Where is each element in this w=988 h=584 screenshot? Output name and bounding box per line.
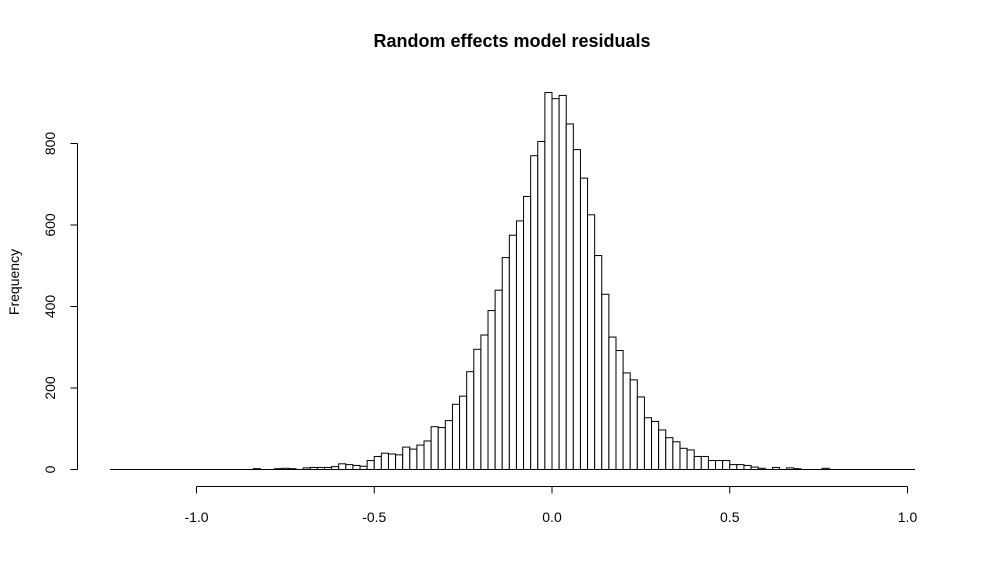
histogram-bar bbox=[444, 420, 453, 471]
histogram-bar bbox=[615, 350, 624, 471]
histogram-bar bbox=[416, 444, 425, 470]
histogram-bar bbox=[338, 463, 347, 471]
y-tick-label: 400 bbox=[42, 295, 58, 319]
histogram-bar bbox=[437, 427, 446, 470]
histogram-bar bbox=[473, 348, 482, 471]
histogram-bar bbox=[423, 440, 432, 471]
histogram-bar bbox=[480, 334, 489, 470]
histogram-bar bbox=[380, 452, 389, 471]
histogram-bar bbox=[466, 371, 475, 471]
histogram-bar bbox=[707, 460, 717, 471]
y-tick-label: 600 bbox=[42, 213, 58, 237]
histogram-bar bbox=[686, 449, 695, 471]
histogram-bar bbox=[672, 441, 681, 471]
histogram-bar bbox=[636, 396, 645, 470]
histogram-bar bbox=[551, 98, 560, 471]
histogram-bars bbox=[252, 92, 830, 471]
histogram-bar bbox=[402, 446, 411, 470]
histogram-bar bbox=[665, 437, 674, 471]
histogram-bar bbox=[679, 447, 688, 470]
histogram-bar bbox=[722, 460, 731, 471]
histogram-bar bbox=[345, 464, 354, 470]
histogram-bar bbox=[451, 403, 461, 470]
histogram-bar bbox=[537, 140, 546, 471]
x-tick-label: 1.0 bbox=[898, 509, 918, 525]
histogram-bar bbox=[515, 220, 525, 470]
x-axis: -1.0 -0.5 0.0 0.5 1.0 bbox=[184, 486, 918, 525]
histogram-bar bbox=[544, 92, 553, 470]
y-tick-label: 200 bbox=[42, 376, 58, 400]
histogram-bar bbox=[629, 379, 638, 471]
histogram-bar bbox=[715, 460, 724, 471]
histogram-bar bbox=[579, 177, 589, 470]
histogram-bar bbox=[572, 149, 581, 471]
histogram-bar bbox=[395, 454, 404, 470]
histogram-bar bbox=[558, 94, 567, 470]
histogram-bar bbox=[587, 214, 596, 470]
histogram-bar bbox=[530, 155, 539, 470]
x-tick-label: -0.5 bbox=[362, 509, 386, 525]
histogram-bar bbox=[601, 293, 610, 470]
histogram-bar bbox=[622, 372, 631, 471]
histogram-bar bbox=[387, 453, 397, 470]
histogram-bar bbox=[594, 255, 603, 470]
y-axis: 0 200 400 600 800 bbox=[42, 132, 78, 473]
x-tick-label: 0.5 bbox=[720, 509, 740, 525]
histogram-bar bbox=[494, 289, 503, 471]
histogram-bar bbox=[523, 195, 532, 470]
histogram-bar bbox=[501, 257, 510, 470]
chart-title: Random effects model residuals bbox=[373, 31, 650, 51]
histogram-bar bbox=[736, 464, 745, 470]
histogram-bar bbox=[608, 336, 617, 470]
histogram-bar bbox=[658, 429, 667, 470]
histogram-bar bbox=[487, 310, 496, 470]
histogram-bar bbox=[373, 455, 382, 470]
histogram-bar bbox=[409, 448, 418, 471]
y-tick-label: 800 bbox=[42, 132, 58, 156]
histogram-bar bbox=[729, 464, 738, 470]
histogram-bar bbox=[366, 460, 375, 471]
histogram-bar bbox=[352, 464, 361, 470]
y-tick-label: 0 bbox=[42, 465, 58, 473]
x-tick-label: -1.0 bbox=[184, 509, 208, 525]
x-tick-label: 0.0 bbox=[542, 509, 562, 525]
histogram-bar bbox=[508, 234, 517, 470]
histogram-bar bbox=[700, 455, 709, 470]
histogram-bar bbox=[430, 426, 439, 470]
histogram-bar bbox=[693, 455, 702, 470]
histogram-bar bbox=[651, 420, 660, 471]
histogram-bar bbox=[459, 395, 468, 470]
histogram-bar bbox=[743, 464, 752, 470]
y-axis-label: Frequency bbox=[6, 249, 22, 315]
histogram-bar bbox=[565, 123, 574, 470]
histogram-bar bbox=[643, 417, 653, 470]
